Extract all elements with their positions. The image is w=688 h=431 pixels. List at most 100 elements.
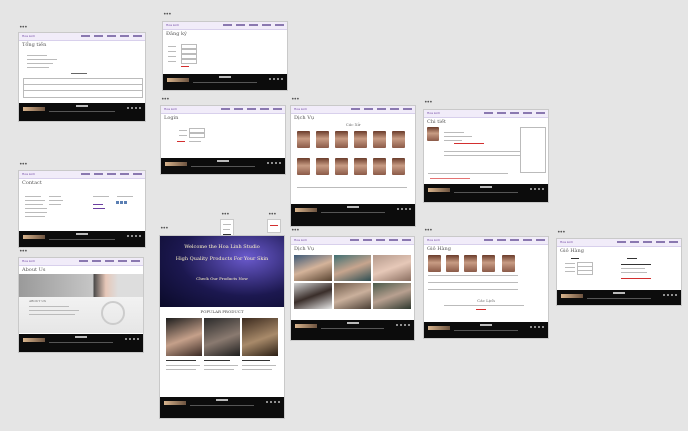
- product-thumb[interactable]: [373, 131, 386, 148]
- frame-menu-dots[interactable]: •••: [19, 248, 28, 255]
- add-to-cart-link[interactable]: [454, 143, 484, 144]
- top-nav: Hoa Linh: [291, 237, 414, 245]
- hero-banner: Welcome the Hoa Linh Studio High Quality…: [160, 236, 284, 307]
- page-title: Giỏ Hàng: [560, 248, 584, 254]
- signup-input[interactable]: [181, 54, 197, 59]
- product-thumb[interactable]: [316, 158, 329, 175]
- frame-menu-dots[interactable]: •••: [557, 229, 566, 236]
- frame-menu-dots[interactable]: •••: [161, 96, 170, 103]
- product-thumb[interactable]: [354, 131, 367, 148]
- gallery-photo[interactable]: [294, 255, 332, 281]
- related-links[interactable]: [430, 178, 470, 179]
- frame-menu-dots[interactable]: •••: [19, 24, 28, 31]
- cart-item-thumb[interactable]: [464, 255, 477, 272]
- page-title: About Us: [22, 267, 46, 273]
- frame-chi-tiet[interactable]: Hoa Linh Chi tiết: [424, 110, 548, 202]
- product-thumb[interactable]: [335, 158, 348, 175]
- top-nav: Hoa Linh: [557, 239, 681, 247]
- top-nav: Hoa Linh: [291, 106, 415, 114]
- cart-item-thumb[interactable]: [428, 255, 441, 272]
- frame-menu-dots[interactable]: •••: [221, 211, 230, 218]
- gallery-photo[interactable]: [334, 283, 371, 309]
- product-thumb[interactable]: [392, 158, 405, 175]
- gallery-photo[interactable]: [334, 255, 371, 281]
- hero-line-1: Welcome the Hoa Linh Studio: [184, 244, 260, 250]
- frame-menu-dots[interactable]: •••: [19, 161, 28, 168]
- frame-menu-dots[interactable]: •••: [160, 225, 169, 232]
- page-title: Giỏ Hàng: [427, 246, 451, 252]
- site-footer: [291, 204, 415, 226]
- site-footer: [163, 74, 287, 90]
- page-title: Dịch Vụ: [294, 246, 315, 252]
- popup-thumb[interactable]: [268, 220, 280, 232]
- frame-menu-dots[interactable]: •••: [291, 96, 300, 103]
- top-nav: Hoa Linh: [424, 110, 548, 118]
- frame-gio-hang[interactable]: Hoa Linh Giỏ Hàng Các Lịch: [424, 237, 548, 338]
- page-title: Dịch Vụ: [294, 115, 315, 121]
- section-heading: POPULAR PRODUCT: [200, 309, 244, 314]
- cart-item-thumb[interactable]: [502, 255, 515, 272]
- gallery-photo[interactable]: [373, 255, 411, 281]
- frame-menu-dots[interactable]: •••: [424, 99, 433, 106]
- username-input[interactable]: [189, 128, 205, 133]
- product-thumb[interactable]: [373, 158, 386, 175]
- frame-dich-vu-gallery[interactable]: Hoa Linh Dịch Vụ: [291, 237, 414, 340]
- popup-thumb[interactable]: [221, 220, 233, 240]
- social-icons[interactable]: [116, 201, 127, 204]
- product-thumb[interactable]: [392, 131, 405, 148]
- site-footer: [19, 231, 145, 247]
- signup-input[interactable]: [181, 59, 197, 64]
- top-nav: Hoa Linh: [424, 237, 548, 245]
- signup-input[interactable]: [181, 44, 197, 49]
- site-footer: [19, 334, 143, 352]
- frame-menu-dots[interactable]: •••: [424, 227, 433, 234]
- checkout-button[interactable]: [476, 309, 486, 310]
- frame-tong-tien[interactable]: Hoa Linh Tổng tiền: [19, 33, 145, 121]
- product-thumb[interactable]: [354, 158, 367, 175]
- frame-menu-dots[interactable]: •••: [268, 211, 277, 218]
- site-footer: [161, 158, 285, 174]
- section-heading: Các Lịch: [477, 298, 495, 303]
- cart-item-thumb[interactable]: [482, 255, 495, 272]
- about-banner: [19, 274, 143, 297]
- top-nav: Hoa Linh: [19, 171, 145, 179]
- top-nav: Hoa Linh: [163, 22, 287, 30]
- product-card-image[interactable]: [242, 318, 278, 356]
- frame-menu-dots[interactable]: •••: [163, 11, 172, 18]
- signup-button[interactable]: [181, 66, 189, 67]
- checkout-input[interactable]: [577, 270, 593, 275]
- section-heading: Các Xử: [345, 122, 361, 127]
- product-card-image[interactable]: [204, 318, 240, 356]
- frame-login[interactable]: Hoa Linh Login: [161, 106, 285, 174]
- page-title: Login: [164, 115, 179, 121]
- site-footer: [424, 184, 548, 202]
- site-footer: [19, 103, 145, 121]
- hero-cta[interactable]: Check Our Products Now: [196, 276, 248, 281]
- login-button[interactable]: [177, 141, 185, 142]
- signup-input[interactable]: [181, 49, 197, 54]
- product-card-image[interactable]: [166, 318, 202, 356]
- cart-item-thumb[interactable]: [446, 255, 459, 272]
- page-title: Contact: [22, 180, 42, 186]
- sidebar-panel: [520, 127, 546, 173]
- frame-menu-dots[interactable]: •••: [291, 227, 300, 234]
- product-thumb[interactable]: [316, 131, 329, 148]
- product-thumb[interactable]: [297, 158, 310, 175]
- page-title: Đăng ký: [166, 31, 187, 37]
- site-footer: [557, 290, 681, 305]
- frame-about-us[interactable]: Hoa Linh About Us ABOUT US: [19, 258, 143, 352]
- frame-home[interactable]: Hoa Linh Welcome the Hoa Linh Studio Hig…: [160, 236, 284, 418]
- gallery-photo[interactable]: [294, 283, 332, 309]
- top-nav: Hoa Linh: [19, 258, 143, 266]
- frame-contact[interactable]: Hoa Linh Contact: [19, 171, 145, 247]
- password-input[interactable]: [189, 133, 205, 138]
- top-nav: Hoa Linh: [161, 106, 285, 114]
- frame-dich-vu-grid[interactable]: Hoa Linh Dịch Vụ Các Xử: [291, 106, 415, 226]
- order-table: [23, 78, 143, 98]
- product-thumb[interactable]: [297, 131, 310, 148]
- frame-dang-ky[interactable]: Hoa Linh Đăng ký: [163, 22, 287, 90]
- frame-gio-hang-2[interactable]: Hoa Linh Giỏ Hàng: [557, 239, 681, 305]
- gallery-photo[interactable]: [373, 283, 411, 309]
- place-order-button[interactable]: [621, 278, 651, 279]
- product-thumb[interactable]: [335, 131, 348, 148]
